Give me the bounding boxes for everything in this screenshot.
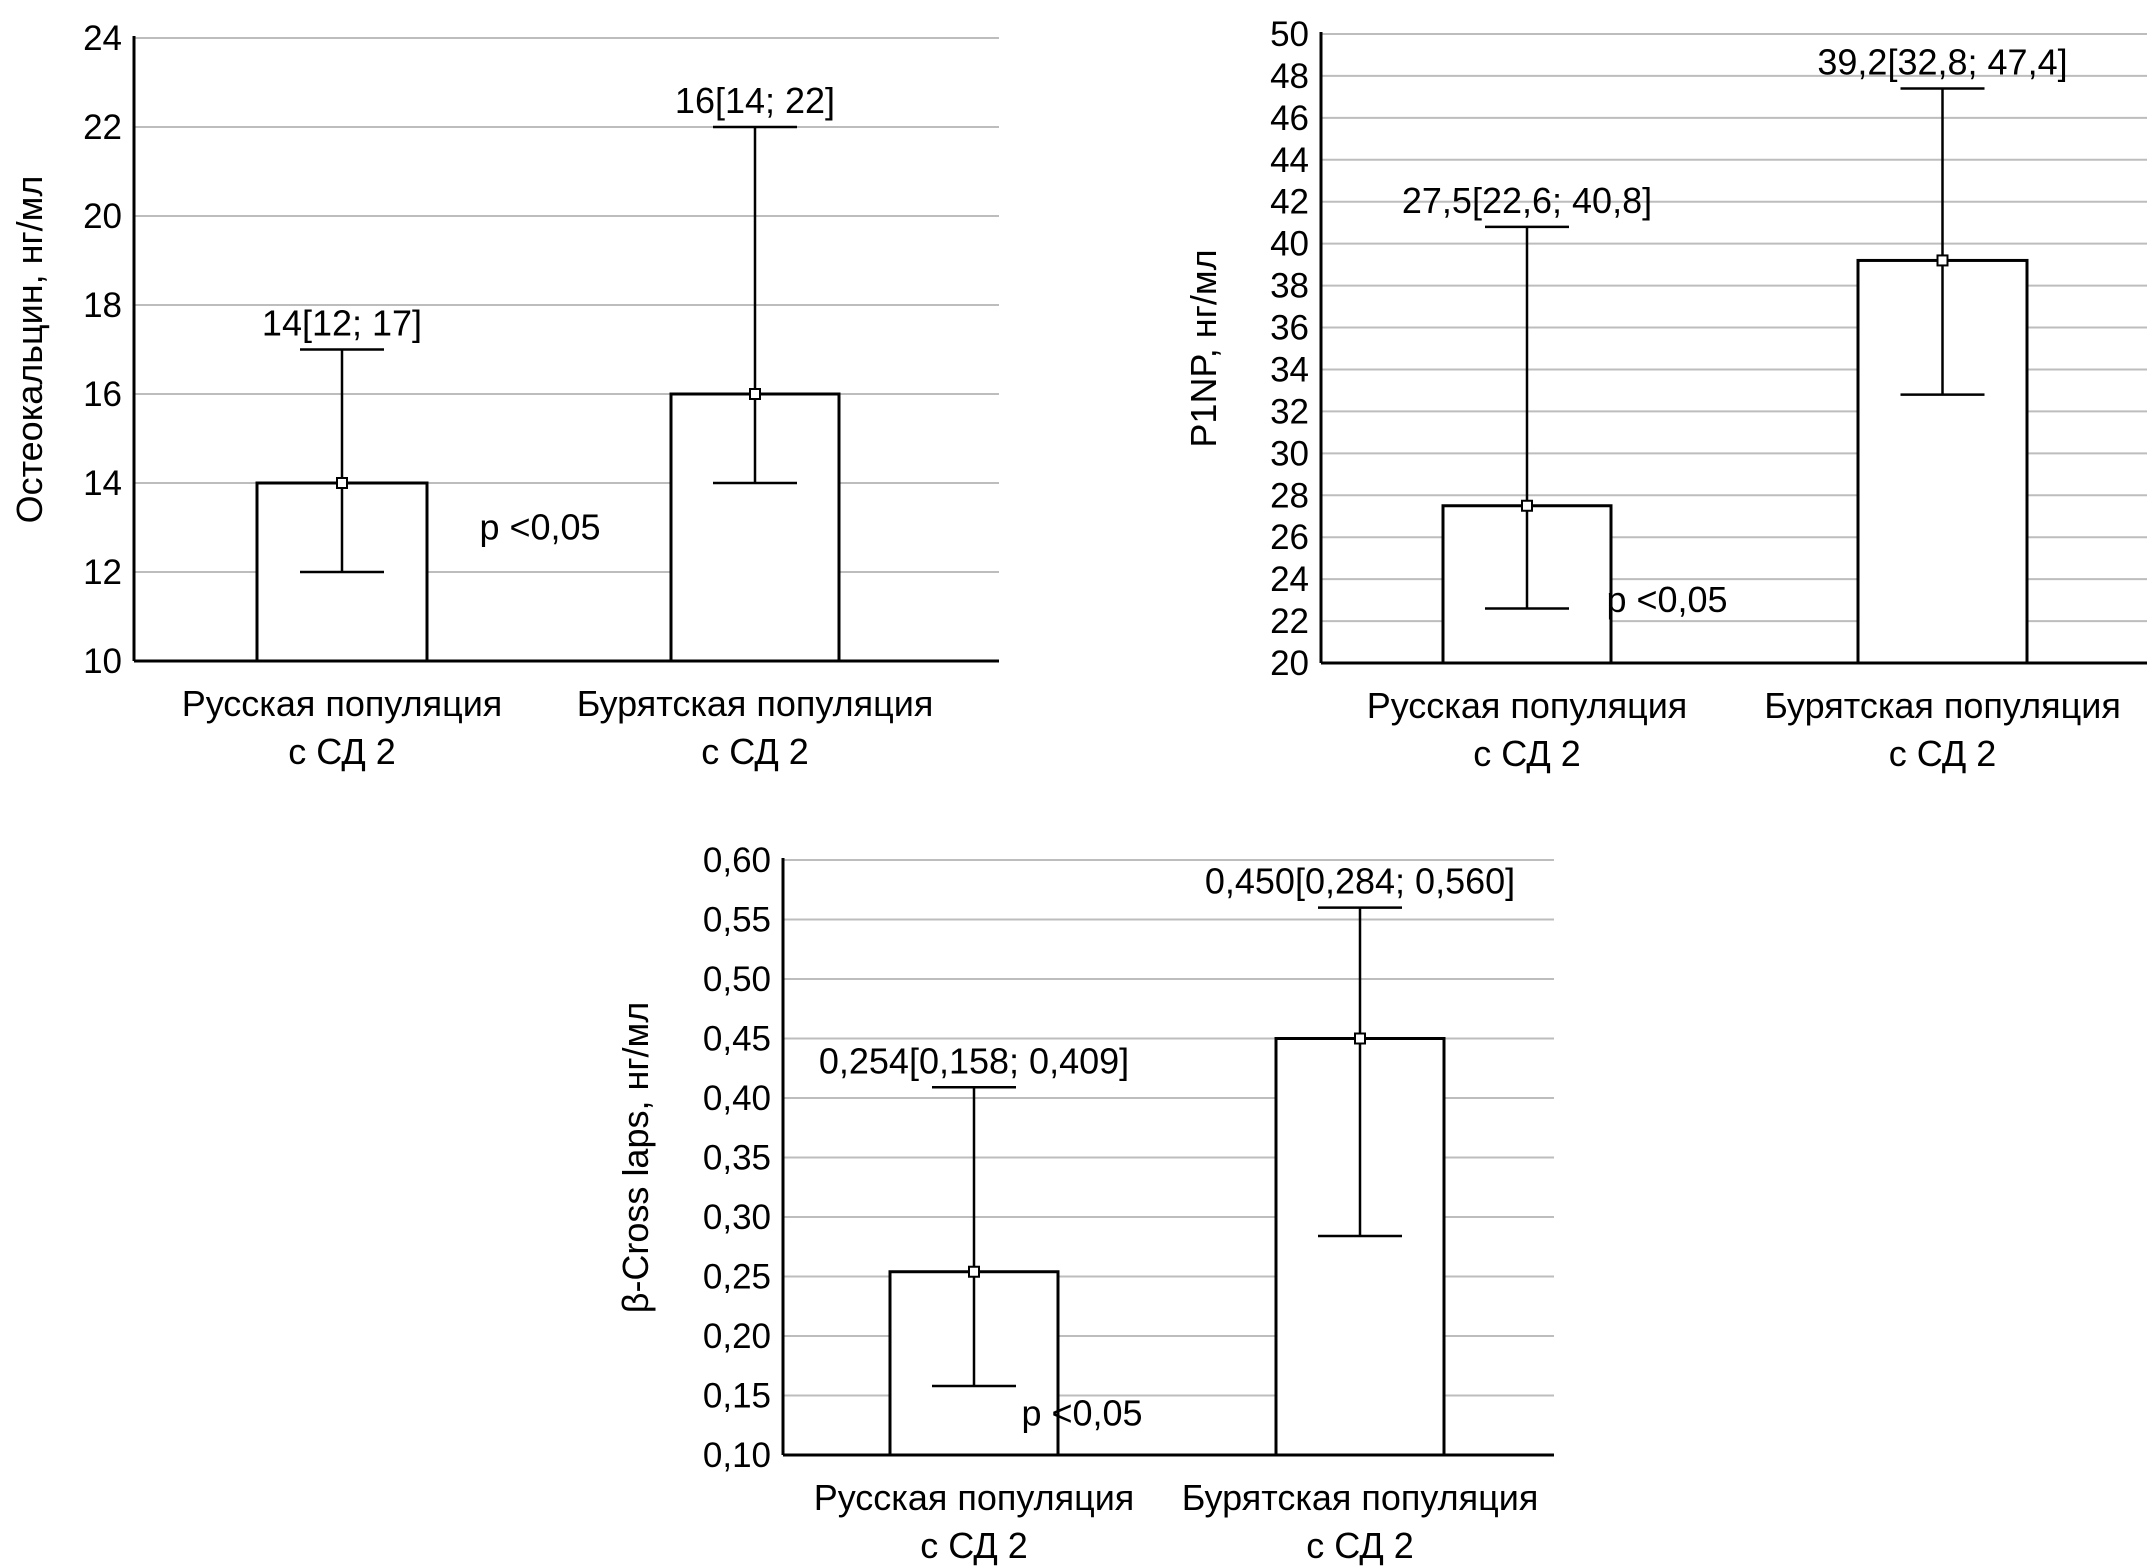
data-label: 16[14; 22] bbox=[675, 80, 835, 121]
x-tick-label-line2: с СД 2 bbox=[1889, 733, 1997, 774]
y-tick-label: 16 bbox=[83, 375, 122, 414]
y-tick-label: 42 bbox=[1270, 183, 1309, 222]
x-tick-label-line2: с СД 2 bbox=[920, 1525, 1028, 1566]
median-marker bbox=[1521, 499, 1533, 512]
data-label: 39,2[32,8; 47,4] bbox=[1817, 42, 2067, 83]
median-marker bbox=[336, 477, 348, 489]
y-tick-label: 32 bbox=[1270, 392, 1309, 431]
y-tick-label: 24 bbox=[83, 19, 122, 58]
chart-1: 10 12 14 16 18 20 22 24 Остеокальцин, нг/мл 14[12… bbox=[9, 19, 999, 772]
y-tick-label: 44 bbox=[1270, 141, 1309, 180]
y-axis-label: β-Cross laps, нг/мл bbox=[615, 1002, 656, 1314]
y-axis-label: P1NP, нг/мл bbox=[1183, 249, 1224, 447]
y-tick-label: 36 bbox=[1270, 309, 1309, 348]
y-tick-label: 0,25 bbox=[703, 1258, 771, 1297]
y-tick-label: 18 bbox=[83, 286, 122, 325]
data-label: 27,5[22,6; 40,8] bbox=[1402, 180, 1652, 221]
median-marker bbox=[749, 388, 761, 400]
y-tick-label: 0,10 bbox=[703, 1436, 771, 1475]
p-value-label: p <0,05 bbox=[479, 507, 600, 548]
y-tick-label: 22 bbox=[1270, 602, 1309, 641]
y-tick-label: 0,45 bbox=[703, 1020, 771, 1059]
y-tick-label: 22 bbox=[83, 108, 122, 147]
y-tick-label: 50 bbox=[1270, 15, 1309, 54]
median-marker bbox=[1936, 254, 1949, 267]
y-tick-label: 40 bbox=[1270, 225, 1309, 264]
median-marker bbox=[968, 1265, 980, 1278]
y-tick-label: 20 bbox=[1270, 644, 1309, 683]
median-marker bbox=[1354, 1032, 1366, 1045]
x-tick-label-line2: с СД 2 bbox=[701, 731, 809, 772]
y-tick-label: 0,50 bbox=[703, 960, 771, 999]
data-label: 0,450[0,284; 0,560] bbox=[1205, 861, 1515, 902]
data-label: 14[12; 17] bbox=[262, 303, 422, 344]
data-label: 0,254[0,158; 0,409] bbox=[819, 1040, 1129, 1081]
y-tick-label: 0,60 bbox=[703, 841, 771, 880]
y-tick-label: 0,30 bbox=[703, 1198, 771, 1237]
y-tick-label: 38 bbox=[1270, 267, 1309, 306]
y-axis-label: Остеокальцин, нг/мл bbox=[9, 176, 50, 524]
x-tick-label: Русская популяция bbox=[182, 683, 503, 724]
y-tick-label: 34 bbox=[1270, 350, 1309, 389]
y-tick-label: 12 bbox=[83, 553, 122, 592]
y-tick-label: 0,15 bbox=[703, 1377, 771, 1416]
y-tick-label: 10 bbox=[83, 642, 122, 681]
x-tick-label: Бурятская популяция bbox=[1764, 685, 2121, 726]
y-tick-label: 30 bbox=[1270, 434, 1309, 473]
x-tick-label: Русская популяция bbox=[1367, 685, 1688, 726]
y-tick-label: 26 bbox=[1270, 518, 1309, 557]
y-tick-label: 0,20 bbox=[703, 1317, 771, 1356]
p-value-label: p <0,05 bbox=[1606, 579, 1727, 620]
x-tick-label: Русская популяция bbox=[814, 1477, 1135, 1518]
x-tick-label-line2: с СД 2 bbox=[288, 731, 396, 772]
x-tick-label-line2: с СД 2 bbox=[1473, 733, 1581, 774]
x-tick-label: Бурятская популяция bbox=[577, 683, 934, 724]
y-tick-label: 48 bbox=[1270, 57, 1309, 96]
x-tick-label: Бурятская популяция bbox=[1182, 1477, 1539, 1518]
y-tick-label: 28 bbox=[1270, 476, 1309, 515]
chart-3: 0,10 0,15 0,20 0,25 0,30 0,35 0,40 0,45 0,50 0,55… bbox=[615, 841, 1554, 1566]
y-tick-label: 0,40 bbox=[703, 1079, 771, 1118]
y-tick-label: 20 bbox=[83, 197, 122, 236]
y-tick-label: 0,35 bbox=[703, 1139, 771, 1178]
p-value-label: p <0,05 bbox=[1021, 1392, 1142, 1433]
y-tick-label: 0,55 bbox=[703, 901, 771, 940]
y-tick-label: 46 bbox=[1270, 99, 1309, 138]
x-tick-label-line2: с СД 2 bbox=[1306, 1525, 1414, 1566]
y-tick-label: 14 bbox=[83, 464, 122, 503]
y-tick-label: 24 bbox=[1270, 560, 1309, 599]
